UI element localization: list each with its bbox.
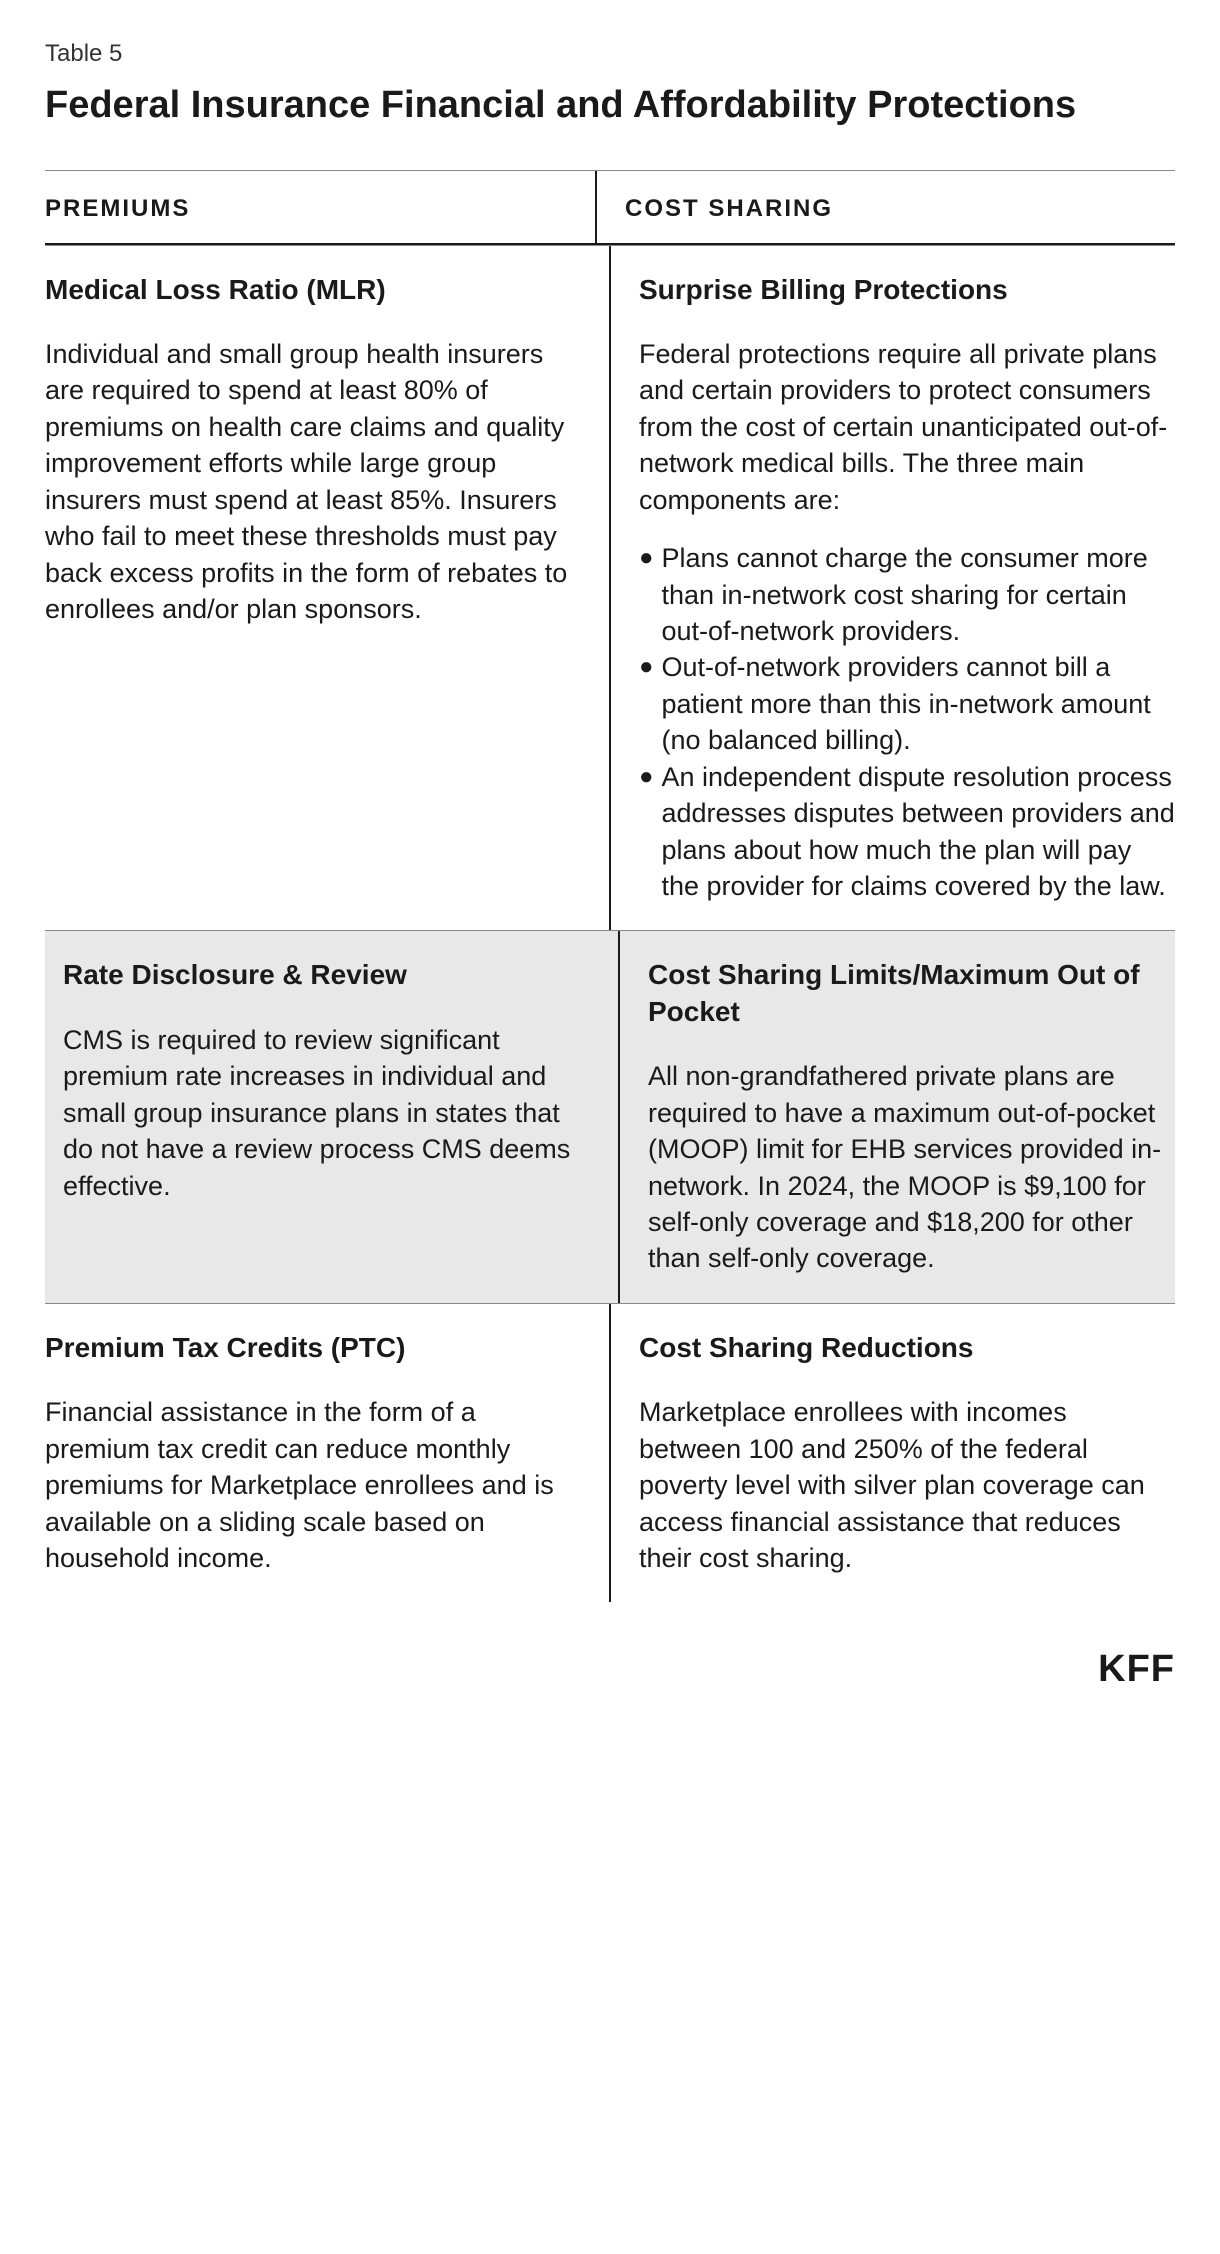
cell-body: Marketplace enrollees with incomes betwe… (639, 1394, 1175, 1576)
cell-title: Premium Tax Credits (PTC) (45, 1330, 581, 1366)
bullet-text: Plans cannot charge the consumer more th… (662, 540, 1176, 649)
cell-body: Federal protections require all private … (639, 336, 1175, 905)
cell-body: All non-grandfathered private plans are … (648, 1058, 1175, 1277)
cell-body: Individual and small group health insure… (45, 336, 581, 628)
bullet-icon: ● (639, 759, 654, 795)
premiums-cell: Premium Tax Credits (PTC) Financial assi… (45, 1304, 609, 1603)
bullet-icon: ● (639, 649, 654, 685)
cost-sharing-cell: Cost Sharing Reductions Marketplace enro… (609, 1304, 1175, 1603)
column-header-row: PREMIUMS COST SHARING (45, 170, 1175, 245)
kff-logo: KFF (45, 1648, 1175, 1691)
premiums-cell: Medical Loss Ratio (MLR) Individual and … (45, 246, 609, 931)
table-row: Rate Disclosure & Review CMS is required… (45, 930, 1175, 1302)
cell-title: Cost Sharing Limits/Maximum Out of Pocke… (648, 957, 1175, 1030)
premiums-header-cell: PREMIUMS (45, 171, 595, 243)
cell-title: Cost Sharing Reductions (639, 1330, 1175, 1366)
bullet-item: ● Plans cannot charge the consumer more … (639, 540, 1175, 649)
column-header-left: PREMIUMS (45, 195, 567, 223)
page-title: Federal Insurance Financial and Affordab… (45, 82, 1175, 130)
bullet-item: ● Out-of-network providers cannot bill a… (639, 649, 1175, 758)
premiums-cell: Rate Disclosure & Review CMS is required… (63, 931, 618, 1302)
bullet-text: An independent dispute resolution proces… (662, 759, 1176, 905)
cell-body: CMS is required to review significant pr… (63, 1022, 590, 1204)
bullet-text: Out-of-network providers cannot bill a p… (662, 649, 1176, 758)
column-header-right: COST SHARING (625, 195, 1147, 223)
cell-title: Rate Disclosure & Review (63, 957, 590, 993)
bullet-icon: ● (639, 540, 654, 576)
table-row: Premium Tax Credits (PTC) Financial assi… (45, 1303, 1175, 1603)
bullet-item: ● An independent dispute resolution proc… (639, 759, 1175, 905)
cell-title: Surprise Billing Protections (639, 272, 1175, 308)
table-number-label: Table 5 (45, 40, 1175, 68)
cell-title: Medical Loss Ratio (MLR) (45, 272, 581, 308)
cell-intro-text: Federal protections require all private … (639, 336, 1175, 518)
cell-body: Financial assistance in the form of a pr… (45, 1394, 581, 1576)
bullet-list: ● Plans cannot charge the consumer more … (639, 540, 1175, 904)
cost-sharing-cell: Cost Sharing Limits/Maximum Out of Pocke… (618, 931, 1175, 1302)
cost-sharing-cell: Surprise Billing Protections Federal pro… (609, 246, 1175, 931)
cost-sharing-header-cell: COST SHARING (595, 171, 1175, 243)
table-row: Medical Loss Ratio (MLR) Individual and … (45, 245, 1175, 931)
